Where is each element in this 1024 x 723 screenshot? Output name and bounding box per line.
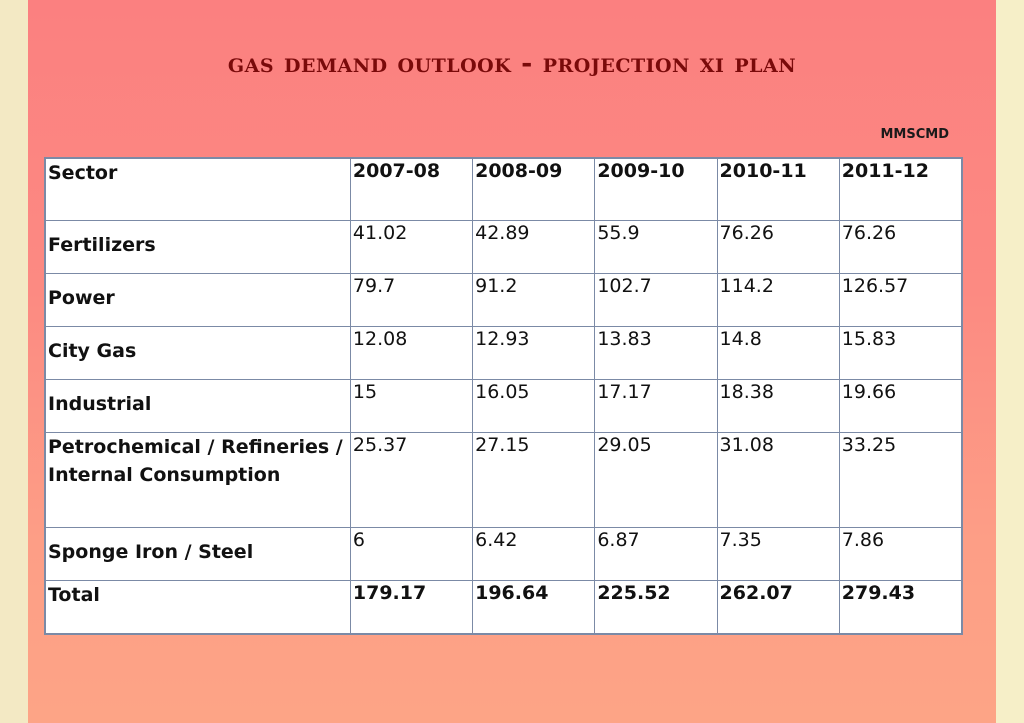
value-cell: 12.93 — [472, 326, 596, 380]
sector-cell: Petrochemical / Refineries / Internal Con… — [44, 432, 351, 528]
table-row: Industrial 15 16.05 17.17 18.38 19.66 — [44, 379, 963, 433]
value-cell: 6 — [349, 527, 474, 581]
sector-cell: Fertilizers — [44, 220, 351, 274]
value-cell: 18.38 — [716, 379, 840, 433]
value-cell: 14.8 — [716, 326, 840, 380]
header-year: 2010-11 — [716, 157, 840, 221]
sector-cell: Power — [44, 273, 351, 327]
value-cell: 114.2 — [716, 273, 840, 327]
value-cell: 15.83 — [838, 326, 963, 380]
header-year: 2009-10 — [594, 157, 718, 221]
unit-label: MMSCMD — [880, 127, 949, 142]
page-title: Gas Demand Outlook - Projection XI Plan — [227, 48, 797, 79]
table-total-row: Total 179.17 196.64 225.52 262.07 279.43 — [44, 580, 963, 635]
value-cell: 33.25 — [838, 432, 963, 528]
value-cell: 79.7 — [349, 273, 474, 327]
table-row: Petrochemical / Refineries / Internal Con… — [44, 432, 963, 528]
sector-cell: Sponge Iron / Steel — [44, 527, 351, 581]
header-year: 2008-09 — [472, 157, 596, 221]
table-row: Sponge Iron / Steel 6 6.42 6.87 7.35 7.8… — [44, 527, 963, 581]
table-header-row: Sector 2007-08 2008-09 2009-10 2010-11 2… — [44, 157, 963, 221]
value-cell: 19.66 — [838, 379, 963, 433]
value-cell: 7.35 — [716, 527, 840, 581]
total-label-cell: Total — [44, 580, 351, 635]
total-value-cell: 225.52 — [594, 580, 718, 635]
sector-cell: Industrial — [44, 379, 351, 433]
value-cell: 55.9 — [594, 220, 718, 274]
value-cell: 41.02 — [349, 220, 474, 274]
value-cell: 29.05 — [594, 432, 718, 528]
sector-cell: City Gas — [44, 326, 351, 380]
value-cell: 31.08 — [716, 432, 840, 528]
header-year: 2007-08 — [349, 157, 474, 221]
value-cell: 12.08 — [349, 326, 474, 380]
value-cell: 7.86 — [838, 527, 963, 581]
value-cell: 91.2 — [472, 273, 596, 327]
value-cell: 27.15 — [472, 432, 596, 528]
header-sector: Sector — [44, 157, 351, 221]
total-value-cell: 262.07 — [716, 580, 840, 635]
value-cell: 6.87 — [594, 527, 718, 581]
value-cell: 76.26 — [716, 220, 840, 274]
value-cell: 16.05 — [472, 379, 596, 433]
value-cell: 126.57 — [838, 273, 963, 327]
total-value-cell: 196.64 — [472, 580, 596, 635]
value-cell: 42.89 — [472, 220, 596, 274]
value-cell: 76.26 — [838, 220, 963, 274]
total-value-cell: 279.43 — [838, 580, 963, 635]
value-cell: 15 — [349, 379, 474, 433]
value-cell: 102.7 — [594, 273, 718, 327]
header-year: 2011-12 — [838, 157, 963, 221]
gas-demand-table: Sector 2007-08 2008-09 2009-10 2010-11 2… — [44, 157, 963, 635]
table-row: Fertilizers 41.02 42.89 55.9 76.26 76.26 — [44, 220, 963, 274]
value-cell: 17.17 — [594, 379, 718, 433]
table-row: Power 79.7 91.2 102.7 114.2 126.57 — [44, 273, 963, 327]
value-cell: 25.37 — [349, 432, 474, 528]
value-cell: 6.42 — [472, 527, 596, 581]
total-value-cell: 179.17 — [349, 580, 474, 635]
slide: Gas Demand Outlook - Projection XI Plan … — [28, 0, 996, 723]
table-row: City Gas 12.08 12.93 13.83 14.8 15.83 — [44, 326, 963, 380]
value-cell: 13.83 — [594, 326, 718, 380]
